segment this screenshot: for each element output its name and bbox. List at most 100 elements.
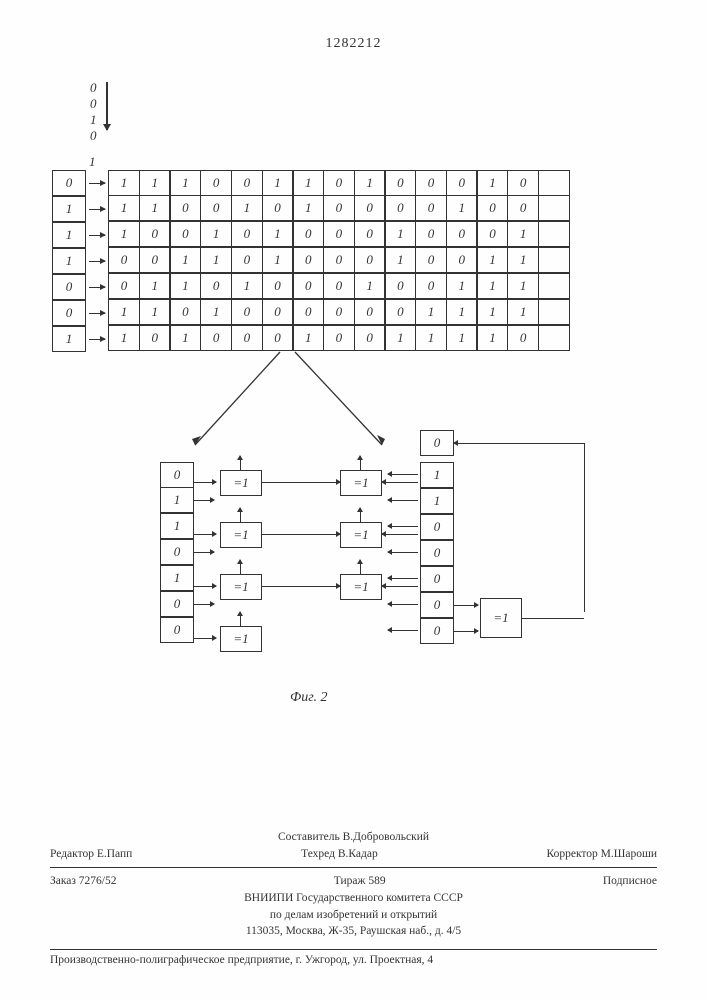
matrix-cell: 0	[384, 170, 416, 196]
left-reg-cell: 1	[160, 513, 194, 539]
xor-gate: =1	[220, 470, 262, 496]
matrix-cell: 1	[139, 299, 171, 325]
matrix-cell: 1	[476, 247, 508, 273]
matrix-cell: 1	[292, 195, 324, 221]
top-input-bits: 0 0 1 0	[90, 80, 97, 144]
right-reg-cell: 0	[420, 592, 454, 618]
org-line-1: ВНИИПИ Государственного комитета СССР	[50, 890, 657, 907]
matrix-cell: 0	[200, 325, 232, 351]
corrector-line: Корректор М.Шароши	[547, 846, 657, 863]
matrix-row: 110100010011110	[52, 326, 570, 352]
matrix-cell: 0	[354, 195, 386, 221]
left-reg-cell: 0	[160, 617, 194, 643]
matrix-cell: 0	[354, 325, 386, 351]
matrix-cell: 0	[262, 325, 294, 351]
shift-arrow-icon	[86, 300, 108, 326]
matrix-cell: 0	[292, 247, 324, 273]
figure-caption: Фиг. 2	[290, 690, 328, 706]
matrix-cell: 1	[169, 325, 201, 351]
right-reg-cell: 0	[420, 540, 454, 566]
matrix-cell: 0	[169, 195, 201, 221]
matrix-cell: 1	[169, 247, 201, 273]
shift-arrow-icon	[86, 196, 108, 222]
matrix-cell: 1	[262, 221, 294, 247]
matrix-cell: 0	[231, 299, 263, 325]
bit: 1	[90, 112, 97, 128]
org-line-2: по делам изобретений и открытий	[50, 907, 657, 924]
matrix-row: 001101000100111	[52, 274, 570, 300]
left-reg-cell: 0	[160, 462, 194, 488]
matrix-row: 110010100010001	[52, 222, 570, 248]
matrix-cell: 0	[384, 299, 416, 325]
matrix-cell: 0	[476, 221, 508, 247]
input-arrow-icon	[106, 82, 108, 130]
matrix-cell: 1	[384, 247, 416, 273]
matrix-cell: 0	[200, 170, 232, 196]
matrix-cell: 0	[323, 247, 355, 273]
matrix-cell: 1	[446, 299, 478, 325]
bit: 0	[90, 80, 97, 96]
matrix-cell: 0	[231, 325, 263, 351]
matrix-cell: 1	[169, 273, 201, 299]
matrix-cell: 1	[476, 299, 508, 325]
matrix-cell: 0	[446, 247, 478, 273]
xor-gate: =1	[340, 522, 382, 548]
matrix-cell: 1	[200, 299, 232, 325]
matrix-cell: 1	[476, 170, 508, 196]
matrix-cell: 0	[415, 170, 447, 196]
bit: 0	[90, 128, 97, 144]
matrix-cell: 0	[231, 247, 263, 273]
matrix-cell: 0	[262, 273, 294, 299]
matrix-cell: 1	[139, 195, 171, 221]
matrix-cell: 0	[292, 273, 324, 299]
matrix-cell: 1	[354, 273, 386, 299]
matrix-cell: 1	[292, 170, 324, 196]
matrix-cell: 0	[415, 195, 447, 221]
top-output-cell: 0	[420, 430, 454, 456]
subscription-label: Подписное	[603, 873, 657, 890]
matrix-cell: 1	[231, 273, 263, 299]
matrix-cell: 0	[446, 170, 478, 196]
print-run: Тираж 589	[334, 873, 386, 890]
left-reg-cell: 0	[160, 591, 194, 617]
shift-arrow-icon	[86, 274, 108, 300]
matrix-cell: 1	[446, 325, 478, 351]
shift-arrow-icon	[86, 326, 108, 352]
matrix-cell: 0	[354, 221, 386, 247]
matrix-row: 100110100010011	[52, 248, 570, 274]
left-register-cell: 0	[52, 170, 86, 196]
shift-arrow-icon	[86, 248, 108, 274]
xor-gate: =1	[340, 470, 382, 496]
matrix-cell: 1	[108, 325, 140, 351]
matrix-cell: 1	[139, 273, 171, 299]
matrix-cell	[538, 221, 570, 247]
right-reg-cell: 0	[420, 566, 454, 592]
matrix-block: 0111001101000101110010100001001100101000…	[52, 170, 570, 352]
matrix-cell: 0	[384, 273, 416, 299]
right-reg-cell: 0	[420, 514, 454, 540]
matrix-cell: 0	[415, 273, 447, 299]
left-register-cell: 1	[52, 222, 86, 248]
matrix-cell: 0	[384, 195, 416, 221]
matrix-cell: 1	[507, 299, 539, 325]
matrix-cell: 0	[292, 299, 324, 325]
matrix-cell: 1	[384, 325, 416, 351]
matrix-cell: 0	[262, 195, 294, 221]
xor-gate: =1	[220, 574, 262, 600]
left-reg-cell: 0	[160, 539, 194, 565]
xor-gate-output: =1	[480, 598, 522, 638]
left-reg-cell: 1	[160, 487, 194, 513]
matrix-cell: 0	[476, 195, 508, 221]
matrix-cell	[538, 325, 570, 351]
bit: 0	[90, 96, 97, 112]
logic-network: 001111000100000=1=1=1=1=1=1=1=1	[140, 430, 600, 690]
matrix-cell	[538, 299, 570, 325]
left-register-cell: 0	[52, 274, 86, 300]
matrix-cell: 0	[231, 221, 263, 247]
matrix-cell: 0	[323, 273, 355, 299]
shift-arrow-icon	[86, 170, 108, 196]
matrix-cell: 0	[354, 299, 386, 325]
matrix-cell: 1	[200, 247, 232, 273]
matrix-cell	[538, 273, 570, 299]
matrix-cell: 1	[169, 170, 201, 196]
